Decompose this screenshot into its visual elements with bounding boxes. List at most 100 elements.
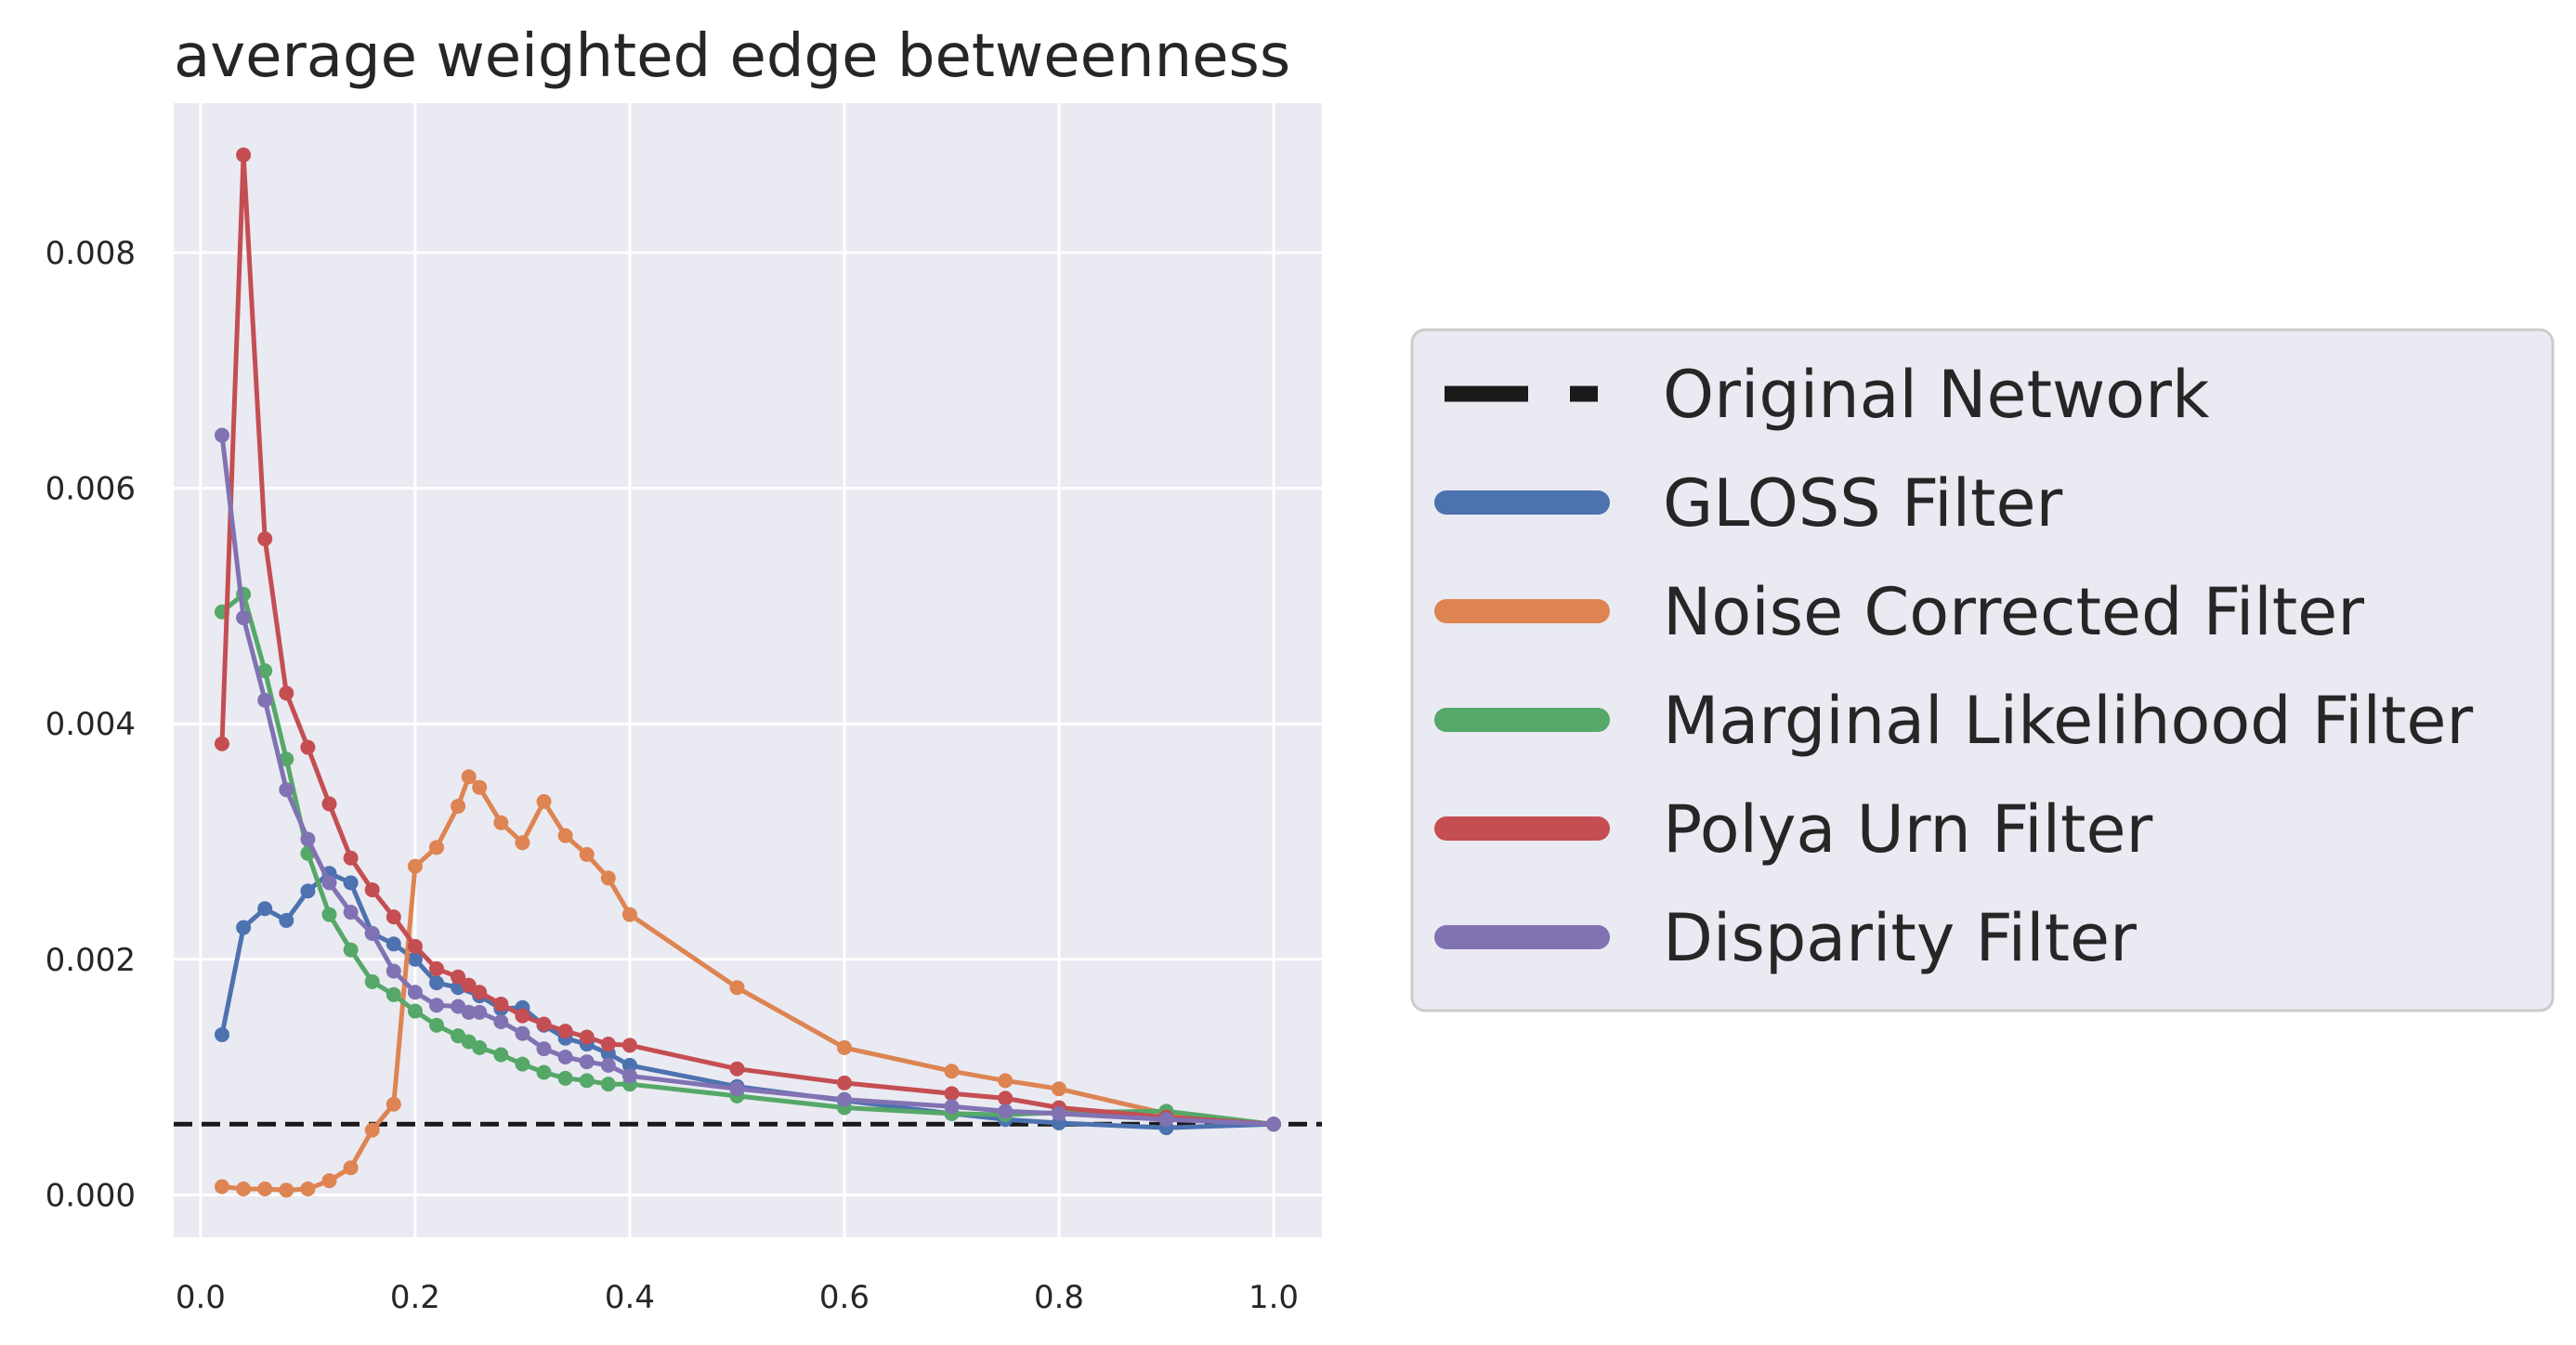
chart-title: average weighted edge betweenness <box>174 22 1290 91</box>
y-tick-label: 0.002 <box>46 942 136 979</box>
data-point <box>729 1061 745 1077</box>
series-4 <box>214 427 1282 1132</box>
data-point <box>729 980 745 996</box>
x-tick-label: 0.4 <box>605 1279 655 1316</box>
y-tick-label: 0.006 <box>46 471 136 508</box>
data-point <box>279 782 294 798</box>
data-point <box>343 942 359 958</box>
data-point <box>621 907 637 922</box>
data-point <box>998 1103 1013 1119</box>
data-point <box>257 663 273 679</box>
data-point <box>364 925 380 941</box>
data-point <box>300 883 316 899</box>
data-point <box>300 739 316 755</box>
data-point <box>493 1013 509 1029</box>
data-point <box>429 1017 445 1033</box>
data-point <box>579 1073 595 1089</box>
data-point <box>1158 1112 1174 1128</box>
legend-label: Original Network <box>1663 357 2210 433</box>
data-point <box>429 975 445 991</box>
data-point <box>279 1182 294 1198</box>
tick-labels: 0.0 0.2 0.4 0.6 0.8 1.0 0.000 0.002 0.004 0.006 0.… <box>46 235 1299 1316</box>
legend-box <box>1410 328 2555 1012</box>
data-point <box>257 1182 273 1197</box>
data-point <box>600 1037 616 1052</box>
data-point <box>236 610 252 626</box>
data-point <box>214 736 229 751</box>
data-point <box>600 1077 616 1092</box>
data-point <box>515 1008 530 1024</box>
data-point <box>386 936 401 952</box>
legend-entry: Original Network <box>1445 357 2210 433</box>
data-point <box>621 1068 637 1084</box>
data-point <box>451 798 466 814</box>
legend-entry: Disparity Filter <box>1434 900 2137 976</box>
data-point <box>214 1179 229 1195</box>
data-point <box>429 960 445 976</box>
data-point <box>407 938 423 954</box>
data-point <box>1051 1081 1066 1097</box>
data-point <box>343 905 359 921</box>
data-point <box>536 1016 552 1032</box>
data-point <box>461 977 477 993</box>
y-tick-label: 0.000 <box>46 1177 136 1214</box>
data-point <box>386 963 401 979</box>
data-point <box>579 846 595 862</box>
data-point <box>998 1073 1013 1089</box>
data-point <box>493 815 509 830</box>
data-point <box>321 907 337 922</box>
data-point <box>343 850 359 866</box>
series-line <box>221 774 1275 1193</box>
data-point <box>836 1091 852 1107</box>
data-point <box>557 1070 573 1086</box>
x-tick-label: 0.8 <box>1034 1279 1084 1316</box>
data-point <box>257 901 273 917</box>
legend-label: Marginal Likelihood Filter <box>1663 683 2473 759</box>
data-point <box>236 147 252 163</box>
data-point <box>214 1026 229 1042</box>
data-point <box>600 1057 616 1073</box>
data-point <box>472 779 488 795</box>
legend-label: Polya Urn Filter <box>1663 791 2153 868</box>
data-point <box>515 1025 530 1041</box>
data-point <box>429 998 445 1013</box>
legend-entry: Polya Urn Filter <box>1434 791 2153 868</box>
data-point <box>236 920 252 935</box>
x-tick-label: 0.6 <box>819 1279 870 1316</box>
data-point <box>493 996 509 1012</box>
data-point <box>536 1064 552 1080</box>
data-point <box>461 1004 477 1020</box>
legend-label: GLOSS Filter <box>1663 465 2063 542</box>
data-point <box>557 1024 573 1039</box>
x-tick-label: 0.0 <box>176 1279 226 1316</box>
data-point <box>300 1182 316 1197</box>
grid <box>174 103 1322 1237</box>
legend-label: Noise Corrected Filter <box>1663 574 2364 650</box>
data-point <box>300 831 316 847</box>
data-point <box>998 1090 1013 1106</box>
data-point <box>729 1081 745 1097</box>
series-3 <box>214 147 1282 1132</box>
data-point <box>236 1182 252 1197</box>
legend-entry: Noise Corrected Filter <box>1434 574 2364 650</box>
data-point <box>600 870 616 886</box>
data-point <box>386 909 401 925</box>
data-point <box>472 1039 488 1055</box>
data-point <box>557 828 573 843</box>
data-point <box>343 875 359 891</box>
data-point <box>493 1047 509 1063</box>
data-point <box>472 985 488 1000</box>
data-point <box>944 1064 960 1079</box>
data-point <box>536 793 552 809</box>
legend: Original Network GLOSS Filter Noise Correc… <box>1410 328 2555 1012</box>
data-point <box>836 1075 852 1090</box>
data-point <box>386 1096 401 1112</box>
data-point <box>407 858 423 874</box>
data-point <box>579 1054 595 1070</box>
data-point <box>364 1122 380 1138</box>
data-point <box>321 796 337 812</box>
x-tick-label: 1.0 <box>1249 1279 1299 1316</box>
series-line <box>219 435 1275 1127</box>
y-tick-label: 0.004 <box>46 706 136 743</box>
